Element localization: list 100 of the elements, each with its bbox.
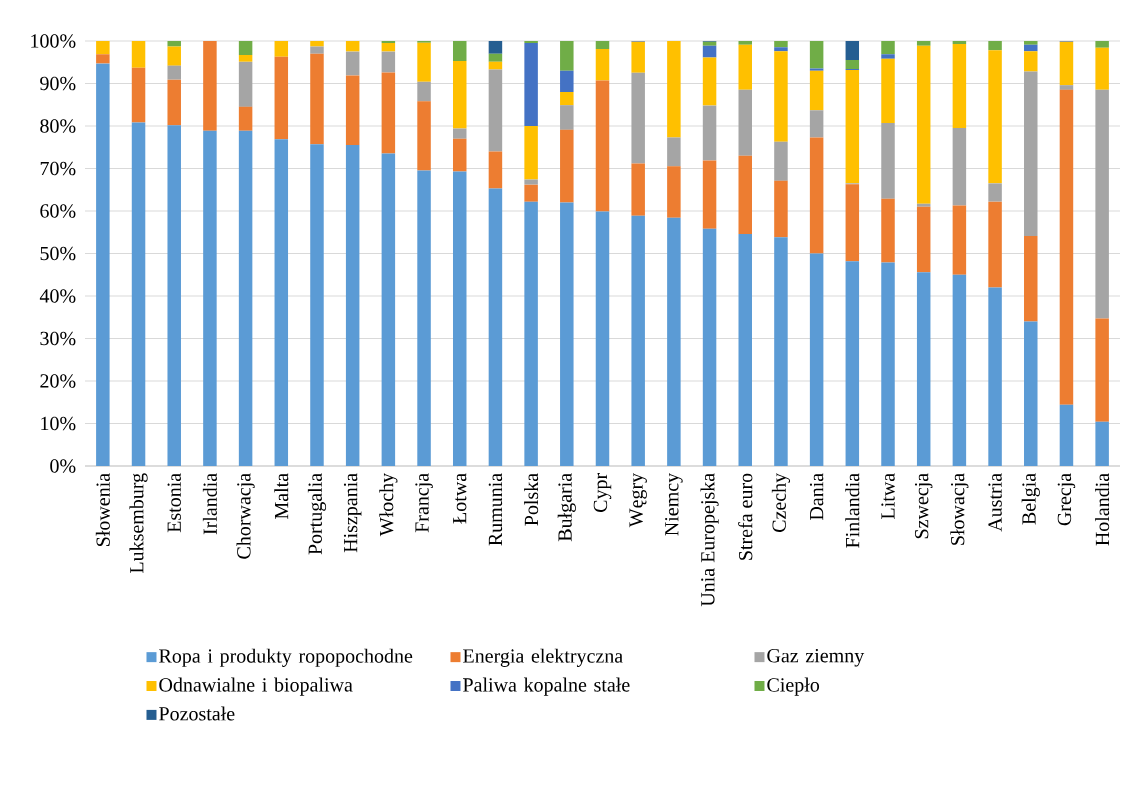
bar: [417, 170, 431, 466]
bar: [203, 40, 217, 131]
bar: [881, 262, 895, 466]
bar: [845, 69, 860, 184]
bar: [1024, 71, 1038, 237]
bar: [452, 171, 467, 466]
bar: [881, 198, 895, 263]
y-tick-label: 10%: [41, 416, 76, 431]
bar: [738, 40, 752, 45]
x-tick-label: Szwecja: [914, 473, 933, 539]
bar: [274, 139, 289, 466]
bar: [595, 40, 610, 50]
bar: [916, 272, 931, 466]
bar: [916, 203, 931, 207]
x-tick-label: Estonia: [167, 473, 181, 533]
bar: [1059, 89, 1074, 405]
y-tick-label: 90%: [40, 76, 76, 91]
bar: [560, 40, 574, 71]
bar: [1024, 44, 1038, 52]
bar: [1024, 321, 1038, 466]
bar: [381, 72, 396, 154]
bar: [952, 43, 967, 129]
bar: [524, 179, 538, 185]
bar: [488, 40, 503, 54]
bar: [809, 137, 824, 254]
bar: [452, 128, 467, 139]
x-tick-label: Finlandia: [845, 473, 860, 548]
bar: [916, 40, 931, 46]
bar: [560, 105, 574, 130]
bar: [595, 80, 610, 212]
bar: [667, 40, 681, 138]
x-tick-label: Cypr: [593, 473, 612, 513]
bar: [381, 40, 396, 44]
bar: [560, 202, 574, 466]
bar: [988, 287, 1002, 466]
bar: [702, 41, 717, 46]
bar: [131, 67, 146, 123]
x-tick-label: Belgia: [1021, 473, 1040, 525]
bar: [167, 40, 181, 47]
legend-label: Pozostałe: [159, 706, 235, 721]
bar: [845, 60, 860, 70]
bar: [952, 205, 967, 275]
bar: [631, 72, 645, 164]
x-tick-label: Czechy: [771, 472, 791, 533]
legend-label: Gaz ziemny: [767, 649, 865, 667]
bar: [488, 188, 503, 466]
x-tick-label: Portugalia: [307, 473, 327, 555]
x-tick-label: Hiszpania: [343, 473, 362, 553]
x-tick-label: Strefa euro: [738, 473, 753, 560]
bar: [916, 206, 931, 273]
bar: [809, 40, 824, 69]
y-tick-label: 80%: [40, 119, 76, 133]
bar: [881, 123, 895, 199]
bar: [560, 129, 574, 203]
bar: [702, 57, 717, 106]
bar: [1024, 236, 1038, 322]
x-tick-label: Bułgaria: [557, 473, 576, 542]
bar: [881, 40, 895, 55]
bar: [1024, 40, 1038, 45]
bar: [916, 45, 931, 204]
y-tick-label: 0%: [50, 459, 76, 473]
x-tick-label: Łotwa: [453, 473, 467, 524]
bar: [452, 40, 467, 61]
x-tick-label: Niemcy: [665, 472, 683, 536]
y-tick-label: 30%: [40, 331, 76, 346]
bar: [238, 61, 253, 107]
bar: [524, 201, 538, 466]
x-tick-label: Irlandia: [202, 473, 217, 535]
bar: [524, 40, 538, 44]
bar: [631, 163, 645, 216]
bar: [1095, 40, 1109, 48]
bar: [809, 253, 824, 466]
bar: [274, 40, 289, 57]
bar: [167, 65, 181, 80]
bar: [702, 228, 717, 466]
bar: [524, 125, 538, 180]
y-tick-label: 70%: [40, 161, 76, 176]
legend-label: Ropa i produkty ropopochodne: [159, 648, 413, 667]
bar: [417, 42, 431, 82]
x-tick-label: Malta: [274, 473, 289, 519]
bar: [417, 81, 431, 102]
bar: [1059, 404, 1074, 466]
bar: [845, 261, 860, 466]
bar: [774, 51, 788, 142]
bar: [560, 70, 574, 92]
bar: [381, 43, 396, 52]
x-tick-label: Słowenia: [95, 473, 110, 546]
bar: [274, 56, 289, 140]
bar: [738, 233, 752, 466]
bar: [345, 145, 360, 466]
bar: [667, 137, 681, 167]
bar: [881, 54, 895, 59]
bar: [988, 50, 1002, 184]
bar: [417, 101, 431, 171]
bar: [774, 141, 788, 181]
x-tick-label: Luksemburg: [129, 473, 148, 574]
x-tick-label: Dania: [809, 473, 824, 521]
x-tick-label: Rumunia: [488, 473, 503, 546]
bar: [631, 215, 645, 466]
x-tick-label: Holandia: [1095, 473, 1110, 546]
